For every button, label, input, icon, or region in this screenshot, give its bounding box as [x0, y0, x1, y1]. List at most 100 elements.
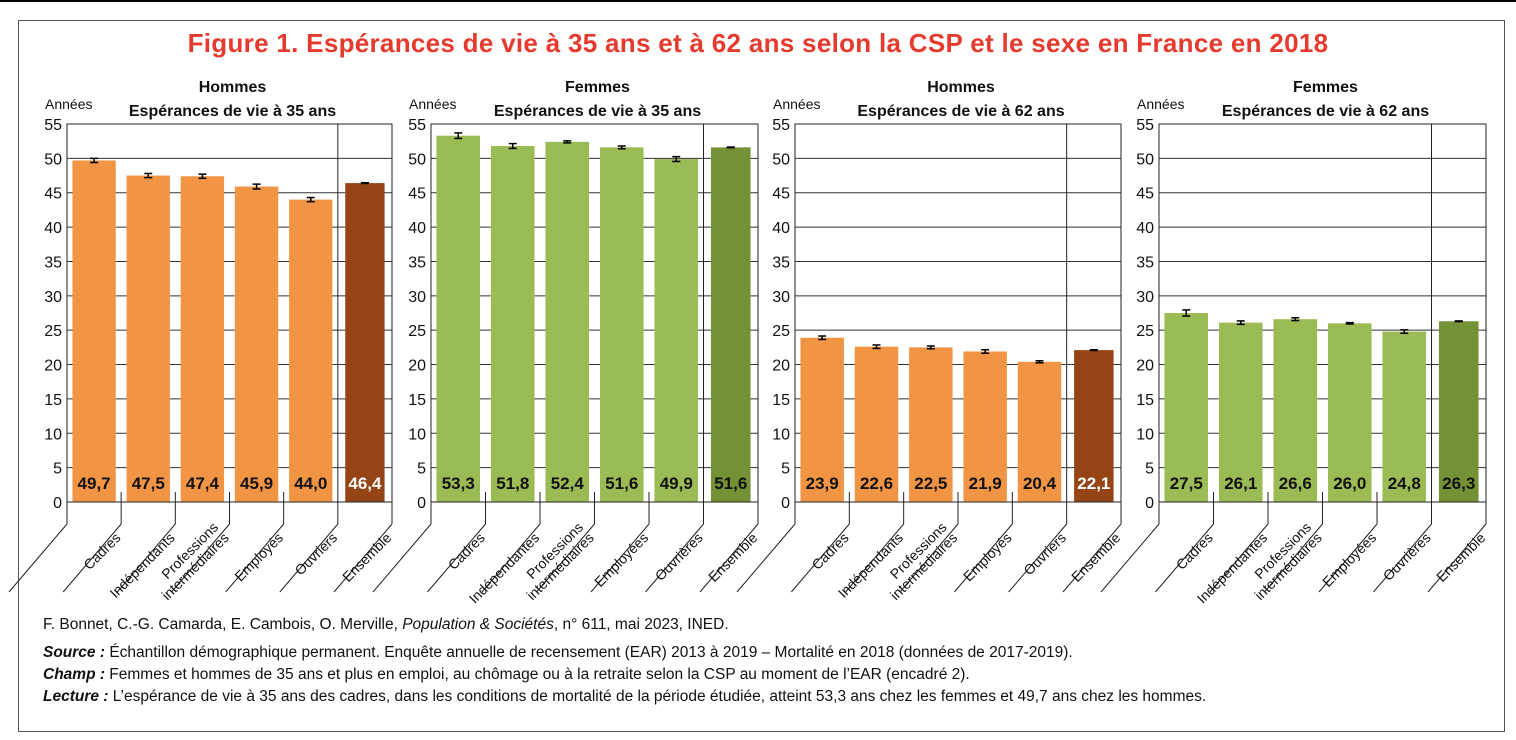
x-tick-label: Ensemble — [705, 529, 760, 584]
bar — [72, 160, 116, 502]
category-diagonal — [845, 523, 905, 593]
panel-title-sex: Femmes — [565, 79, 630, 96]
y-tick-label: 45 — [408, 186, 426, 203]
y-tick-label: 50 — [772, 151, 790, 168]
x-tick-label: Cadres — [445, 530, 488, 573]
figure-frame — [18, 20, 1505, 732]
x-tick-label: Ouvriers — [1020, 530, 1069, 579]
panel-title-subtitle: Espérances de vie à 62 ans — [1222, 103, 1429, 120]
y-tick-label: 20 — [408, 358, 426, 375]
x-tick-label-group: Ensemble — [1433, 529, 1488, 584]
y-tick-label: 30 — [408, 289, 426, 306]
y-tick-label: 5 — [781, 461, 790, 478]
category-diagonal — [590, 523, 650, 593]
bar — [1164, 313, 1209, 502]
y-tick-label: 15 — [772, 392, 790, 409]
y-tick-label: 40 — [772, 220, 790, 237]
citation-authors: F. Bonnet, C.-G. Camarda, E. Cambois, O.… — [43, 616, 403, 633]
bar-value-label: 24,8 — [1388, 474, 1421, 493]
x-tick-label-group: Cadres — [445, 530, 488, 573]
y-tick-label: 15 — [1136, 392, 1154, 409]
bar — [800, 337, 844, 502]
x-tick-label: Cadres — [80, 530, 123, 573]
y-tick-label: 30 — [772, 289, 790, 306]
y-tick-label: 25 — [1136, 323, 1154, 340]
category-diagonal — [333, 523, 393, 593]
bar — [545, 141, 590, 503]
x-tick-label: Employés — [960, 530, 1015, 585]
category-diagonal — [1427, 523, 1487, 593]
y-tick-label: 55 — [408, 117, 426, 134]
bar-value-label: 47,5 — [132, 474, 165, 493]
x-tick-label-group: Employés — [960, 530, 1015, 585]
bar — [654, 159, 699, 502]
bar-value-label: 51,6 — [605, 474, 638, 493]
category-diagonal — [953, 523, 1013, 593]
y-tick-label: 0 — [781, 495, 790, 512]
bar — [710, 147, 751, 502]
x-tick-label: Ensemble — [1068, 529, 1123, 584]
panel-title-sex: Femmes — [1293, 79, 1358, 96]
y-tick-label: 10 — [1136, 426, 1154, 443]
chart-panel-3: Hommes Espérances de vie à 62 ans Années 0 5… — [736, 79, 1124, 603]
y-tick-label: 10 — [44, 426, 62, 443]
bar — [490, 145, 535, 502]
bar — [599, 147, 644, 502]
x-tick-label: Ouvriers — [291, 530, 340, 579]
y-tick-label: 25 — [772, 323, 790, 340]
y-tick-label: 0 — [1145, 495, 1154, 512]
bar-value-label: 22,5 — [914, 474, 947, 493]
bar — [1273, 319, 1318, 502]
lecture-label: Lecture : — [43, 688, 109, 705]
bar-value-label: 26,1 — [1224, 474, 1257, 493]
bar-value-label: 47,4 — [186, 474, 220, 493]
y-tick-label: 55 — [1136, 117, 1154, 134]
bar — [1017, 361, 1062, 502]
x-tick-label: Cadres — [1173, 530, 1216, 573]
category-diagonal — [899, 523, 959, 593]
figure-footer: F. Bonnet, C.-G. Camarda, E. Cambois, O.… — [43, 614, 1206, 708]
panel-title-subtitle: Espérances de vie à 35 ans — [494, 103, 701, 120]
bar — [345, 183, 385, 502]
x-tick-label: Ensemble — [1433, 529, 1488, 584]
bar-value-label: 45,9 — [240, 474, 273, 493]
x-tick-label-group: Ouvrières — [1380, 530, 1434, 584]
y-tick-label: 20 — [772, 358, 790, 375]
y-tick-label: 45 — [44, 186, 62, 203]
x-tick-label-group: Ouvriers — [1020, 530, 1069, 579]
category-diagonal — [279, 523, 339, 593]
y-axis-label: Années — [45, 96, 92, 112]
y-tick-label: 0 — [53, 495, 62, 512]
category-diagonal — [116, 523, 176, 593]
bar-value-label: 22,6 — [860, 474, 893, 493]
x-tick-label-group: Employées — [591, 530, 651, 590]
bar — [1382, 331, 1427, 502]
bar — [1327, 323, 1372, 502]
bar-value-label: 49,9 — [660, 474, 693, 493]
y-tick-label: 5 — [1145, 461, 1154, 478]
x-tick-label: Ouvrières — [1380, 530, 1434, 584]
lecture-note: Lecture : L’espérance de vie à 35 ans de… — [43, 686, 1206, 708]
bar-value-label: 46,4 — [348, 474, 382, 493]
y-tick-label: 0 — [417, 495, 426, 512]
panel-title-sex: Hommes — [927, 79, 995, 96]
y-tick-label: 10 — [408, 426, 426, 443]
bar — [963, 351, 1007, 502]
citation-journal: Population & Sociétés — [402, 616, 554, 633]
bar — [1218, 322, 1263, 502]
y-tick-label: 35 — [408, 254, 426, 271]
y-axis-label: Années — [773, 96, 820, 112]
category-diagonal — [736, 523, 796, 593]
bar — [436, 135, 481, 502]
category-diagonal — [372, 523, 432, 593]
citation-rest: , n° 611, mai 2023, INED. — [553, 616, 729, 633]
x-tick-label-group: Ouvrières — [652, 530, 706, 584]
x-tick-label-group: Cadres — [808, 530, 851, 573]
x-tick-label: Ouvrières — [652, 530, 706, 584]
category-diagonal — [225, 523, 285, 593]
chart-panel-4: Femmes Espérances de vie à 62 ans Années 0 5… — [1100, 79, 1489, 606]
category-diagonal — [790, 523, 850, 593]
category-diagonal — [645, 523, 704, 593]
champ-label: Champ : — [43, 666, 105, 683]
bar — [126, 175, 170, 502]
